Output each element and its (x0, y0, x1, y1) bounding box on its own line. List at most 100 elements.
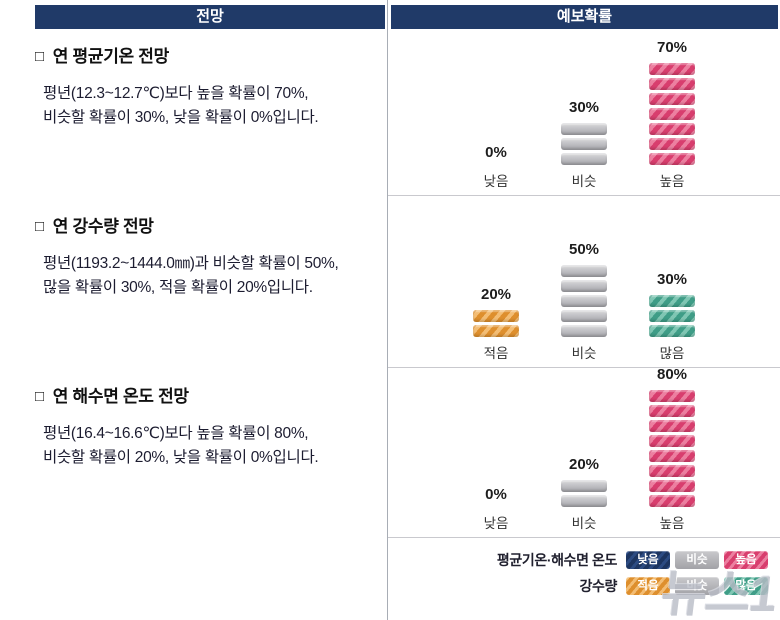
section-title-row: □ 연 해수면 온도 전망 (35, 382, 380, 407)
probability-bar (649, 293, 695, 338)
section-title: 연 해수면 온도 전망 (52, 387, 189, 406)
value-label: 50% (568, 241, 600, 258)
body-line: 비슷할 확률이 30%, 낮을 확률이 0%입니다. (43, 109, 319, 127)
bar-block (473, 309, 519, 322)
legend-swatch: 높음 (724, 551, 768, 569)
legend-swatches: 낮음 비슷 높음 (626, 551, 768, 569)
bar-block (649, 77, 695, 90)
outlook-column-header: 전망 (35, 5, 385, 29)
bar-block (649, 294, 695, 307)
bar-block (649, 494, 695, 507)
category-label: 비슷 (571, 346, 597, 361)
category-label: 낮음 (483, 174, 509, 189)
legend-row-label: 강수량 (579, 578, 618, 594)
section-bullet-icon: □ (35, 388, 44, 405)
bar-block (649, 107, 695, 120)
bar-group: 0% 낮음 (467, 144, 525, 190)
section-bullet-icon: □ (35, 218, 44, 235)
value-label: 20% (480, 286, 512, 303)
category-label: 높음 (659, 516, 685, 531)
value-label: 0% (485, 144, 507, 161)
legend-swatch: 낮음 (626, 551, 670, 569)
legend: 평균기온·해수면 온도 낮음 비슷 높음 강수량 적음 비슷 많음 (388, 538, 780, 596)
section-body: 평년(1193.2~1444.0㎜)과 비슷할 확률이 50%, 많을 확률이 … (43, 252, 380, 300)
bar-block (649, 389, 695, 402)
value-label: 30% (568, 99, 600, 116)
bar-block (561, 294, 607, 307)
bar-group: 20% 비슷 (555, 456, 613, 532)
category-label: 적음 (483, 346, 509, 361)
bar-block (561, 494, 607, 507)
probability-bar (649, 61, 695, 166)
probability-column: 예보확률 0% 낮음 30% 비슷 70% 높음 20% 적음 50% 비슷 30% 많음 0% 낮음 20… (387, 0, 780, 620)
chart-panel: 0% 낮음 30% 비슷 70% 높음 (388, 29, 780, 196)
bar-group: 0% 낮음 (467, 486, 525, 532)
bar-block (561, 309, 607, 322)
body-line: 비슷할 확률이 20%, 낮을 확률이 0%입니다. (43, 449, 319, 467)
legend-swatch: 적음 (626, 577, 670, 595)
body-line: 평년(12.3~12.7℃)보다 높을 확률이 70%, (43, 85, 309, 102)
bar-block (561, 137, 607, 150)
chart-panel: 20% 적음 50% 비슷 30% 많음 (388, 196, 780, 368)
body-line: 많을 확률이 30%, 적을 확률이 20%입니다. (43, 279, 313, 297)
legend-swatch: 많음 (724, 577, 768, 595)
bar-block (649, 404, 695, 417)
legend-swatch: 비슷 (675, 551, 719, 569)
bar-block (561, 479, 607, 492)
chart-panel: 0% 낮음 20% 비슷 80% 높음 (388, 366, 780, 538)
category-label: 많음 (659, 346, 685, 361)
probability-column-header: 예보확률 (391, 5, 778, 29)
legend-row-label: 평균기온·해수면 온도 (496, 552, 617, 568)
bar-block (649, 92, 695, 105)
section-avg-temperature: □ 연 평균기온 전망 평년(12.3~12.7℃)보다 높을 확률이 70%, … (35, 42, 380, 130)
probability-bar (561, 263, 607, 338)
value-label: 80% (656, 366, 688, 383)
section-precipitation: □ 연 강수량 전망 평년(1193.2~1444.0㎜)과 비슷할 확률이 50… (35, 212, 380, 300)
bar-block (561, 122, 607, 135)
section-bullet-icon: □ (35, 48, 44, 65)
category-label: 높음 (659, 174, 685, 189)
bar-block (649, 434, 695, 447)
section-body: 평년(16.4~16.6℃)보다 높을 확률이 80%, 비슷할 확률이 20%… (43, 422, 380, 470)
category-label: 낮음 (483, 516, 509, 531)
bar-group: 70% 높음 (643, 39, 701, 190)
legend-swatches: 적음 비슷 많음 (626, 577, 768, 595)
bar-block (649, 479, 695, 492)
body-line: 평년(1193.2~1444.0㎜)과 비슷할 확률이 50%, (43, 255, 339, 272)
bar-block (649, 152, 695, 165)
section-title-row: □ 연 평균기온 전망 (35, 42, 380, 67)
value-label: 0% (485, 486, 507, 503)
body-line: 평년(16.4~16.6℃)보다 높을 확률이 80%, (43, 425, 309, 442)
bar-group: 20% 적음 (467, 286, 525, 362)
category-label: 비슷 (571, 516, 597, 531)
outlook-column: 전망 □ 연 평균기온 전망 평년(12.3~12.7℃)보다 높을 확률이 70… (0, 0, 387, 620)
bar-block (561, 279, 607, 292)
probability-bar (561, 478, 607, 508)
bar-block (561, 264, 607, 277)
section-title-row: □ 연 강수량 전망 (35, 212, 380, 237)
probability-bar (473, 308, 519, 338)
value-label: 30% (656, 271, 688, 288)
bar-block (649, 62, 695, 75)
bar-group: 30% 많음 (643, 271, 701, 362)
bar-group: 80% 높음 (643, 366, 701, 532)
bar-group: 30% 비슷 (555, 99, 613, 190)
bar-block (473, 324, 519, 337)
section-body: 평년(12.3~12.7℃)보다 높을 확률이 70%, 비슷할 확률이 30%… (43, 82, 380, 130)
bar-block (649, 449, 695, 462)
bar-block (649, 309, 695, 322)
bar-group: 50% 비슷 (555, 241, 613, 362)
legend-swatch: 비슷 (675, 577, 719, 595)
probability-bar (561, 121, 607, 166)
section-title: 연 강수량 전망 (52, 217, 154, 236)
bar-block (649, 464, 695, 477)
category-label: 비슷 (571, 174, 597, 189)
chart-panels: 0% 낮음 30% 비슷 70% 높음 20% 적음 50% 비슷 30% 많음 0% 낮음 20% 비슷 80… (388, 29, 780, 538)
bar-block (649, 137, 695, 150)
bar-block (561, 324, 607, 337)
legend-row: 평균기온·해수면 온도 낮음 비슷 높음 (388, 550, 768, 570)
legend-row: 강수량 적음 비슷 많음 (388, 576, 768, 596)
probability-bar (649, 388, 695, 508)
section-sea-surface-temperature: □ 연 해수면 온도 전망 평년(16.4~16.6℃)보다 높을 확률이 80%… (35, 382, 380, 470)
